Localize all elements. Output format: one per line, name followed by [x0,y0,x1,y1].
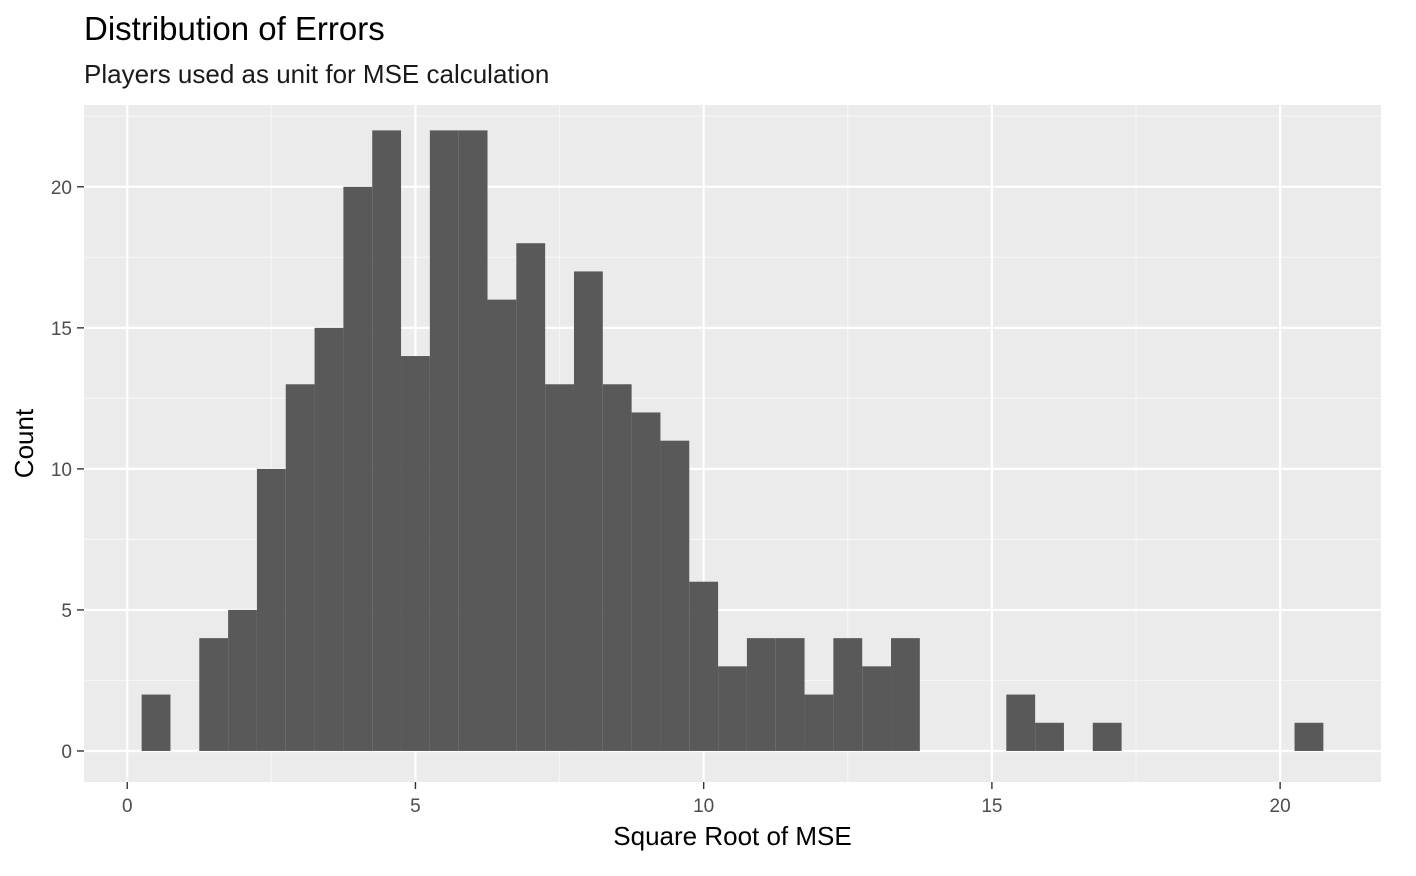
histogram-bar [314,327,344,751]
y-tick-label: 0 [61,742,72,763]
x-axis-title: Square Root of MSE [613,821,851,851]
x-tick-label: 0 [122,796,133,817]
x-tick-label: 15 [981,796,1002,817]
y-tick-label: 10 [51,460,72,481]
histogram-bar [429,130,459,751]
histogram-bar [631,412,661,751]
histogram-bar [141,694,171,751]
y-tick-label: 15 [51,319,72,340]
histogram-bars [141,130,1324,751]
histogram-bar [862,666,892,751]
x-tick-label: 20 [1270,796,1291,817]
x-axis: 0 5 10 15 20 [122,782,1291,817]
chart-title: Distribution of Errors [84,10,385,47]
histogram-bar [1294,722,1324,751]
histogram-bar [775,638,805,751]
histogram-bar [401,356,430,751]
histogram-bar [718,666,747,751]
histogram-bar [285,384,315,751]
histogram-bar [746,638,776,751]
histogram-bar [573,271,603,751]
y-axis: 0 5 10 15 20 [51,178,84,763]
x-tick-label: 5 [410,796,421,817]
histogram-bar [458,130,488,751]
histogram-bar [487,299,517,751]
histogram-bar [228,609,257,751]
histogram-bar [660,440,690,751]
histogram-bar [1092,722,1122,751]
histogram-bar [199,638,229,751]
histogram-bar [256,468,286,751]
y-axis-title: Count [9,408,39,478]
histogram-bar [343,186,373,751]
histogram-bar [1035,722,1064,751]
histogram-bar [804,694,834,751]
histogram-bar [833,638,863,751]
y-tick-label: 20 [51,178,72,199]
histogram-bar [516,243,546,751]
histogram-bar [372,130,402,751]
histogram-bar [1006,694,1036,751]
histogram-bar [891,638,920,751]
x-tick-label: 10 [693,796,714,817]
histogram-bar [545,384,574,751]
y-tick-label: 5 [61,601,72,622]
chart-subtitle: Players used as unit for MSE calculation [84,59,550,89]
histogram-bar [689,581,719,751]
histogram-bar [602,384,632,751]
